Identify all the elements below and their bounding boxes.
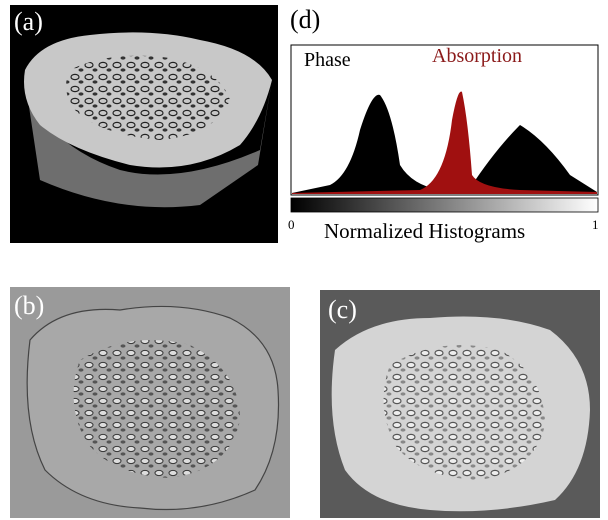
colorbar — [291, 198, 598, 212]
legend-entry: Phase — [304, 49, 351, 71]
colorbar-max: 1 — [592, 217, 599, 232]
panel-b: (b) — [10, 287, 290, 518]
legend-entry: Absorption — [432, 45, 522, 67]
panel-d: (d) Phase Absorption 0 Normalized Histog… — [288, 5, 599, 243]
panel-c: (c) — [320, 290, 600, 518]
colorbar-min: 0 — [288, 217, 295, 232]
panel-a: (a) — [10, 5, 278, 243]
panel-label: (b) — [14, 291, 44, 320]
panel-label: (c) — [328, 295, 357, 324]
panel-label: (d) — [290, 5, 320, 34]
caption: Normalized Histograms — [324, 219, 525, 243]
figure: (a) (d) Phase Absorption 0 Normalized Hi… — [0, 0, 608, 520]
panel-label: (a) — [14, 7, 43, 36]
